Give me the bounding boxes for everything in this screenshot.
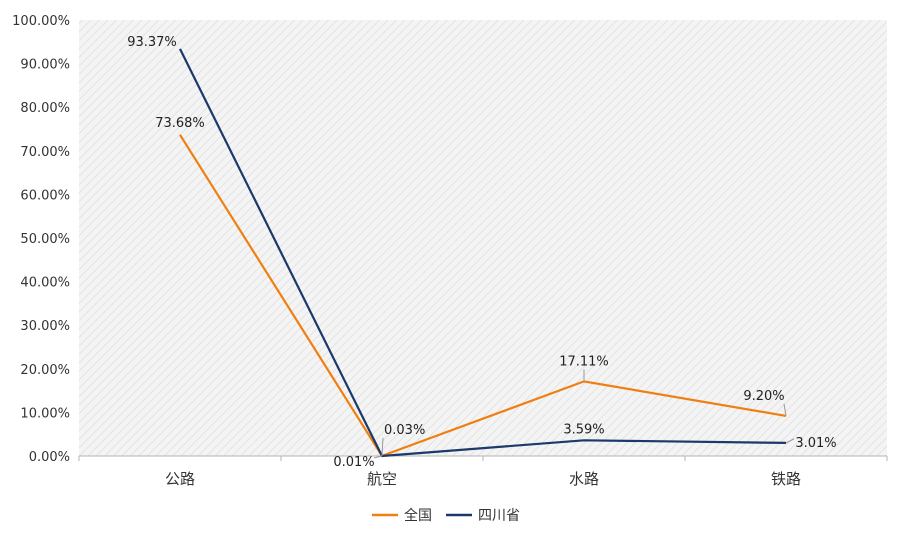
data-label-layer: 73.68% 0.03% 17.11% 9.20% 93.37% 0.01% 3.59% 3.… (127, 35, 836, 470)
y-tick-label: 0.00% (29, 450, 70, 465)
series-line-1 (179, 48, 787, 458)
legend-label-1: 四川省 (478, 508, 520, 524)
data-label: 73.68% (155, 116, 205, 131)
leader-line (381, 437, 384, 456)
series-layer (179, 48, 787, 458)
x-tick-label: 水路 (569, 470, 599, 488)
y-axis: 0.00% 10.00% 20.00% 30.00% 40.00% 50.00% 60.00… (12, 14, 70, 465)
y-tick-label: 60.00% (20, 188, 70, 203)
x-tick-label: 航空 (367, 470, 397, 488)
y-tick-label: 90.00% (20, 58, 70, 73)
x-tick-label: 铁路 (771, 470, 801, 488)
leader-line (783, 403, 787, 416)
data-label: 17.11% (559, 354, 609, 369)
leader-line (373, 455, 383, 459)
y-tick-label: 30.00% (20, 319, 70, 334)
legend: 全国 四川省 (372, 507, 520, 524)
x-tick-label: 公路 (165, 470, 195, 488)
y-tick-label: 70.00% (20, 145, 70, 160)
y-tick-label: 10.00% (20, 406, 70, 421)
data-label: 0.01% (333, 455, 374, 470)
y-tick-label: 40.00% (20, 276, 70, 291)
data-label: 9.20% (743, 389, 784, 404)
y-tick-label: 100.00% (12, 14, 70, 29)
y-tick-label: 20.00% (20, 363, 70, 378)
y-tick-label: 80.00% (20, 101, 70, 116)
plot-area (79, 20, 887, 456)
data-label: 0.03% (384, 423, 425, 438)
y-tick-label: 50.00% (20, 232, 70, 247)
leader-line (785, 438, 795, 444)
data-label: 93.37% (127, 35, 177, 50)
x-axis: 公路 航空 水路 铁路 (78, 456, 888, 488)
data-label: 3.01% (795, 436, 836, 451)
data-label: 3.59% (563, 422, 604, 437)
legend-label-0: 全国 (404, 507, 432, 524)
series-line-0 (179, 134, 787, 457)
